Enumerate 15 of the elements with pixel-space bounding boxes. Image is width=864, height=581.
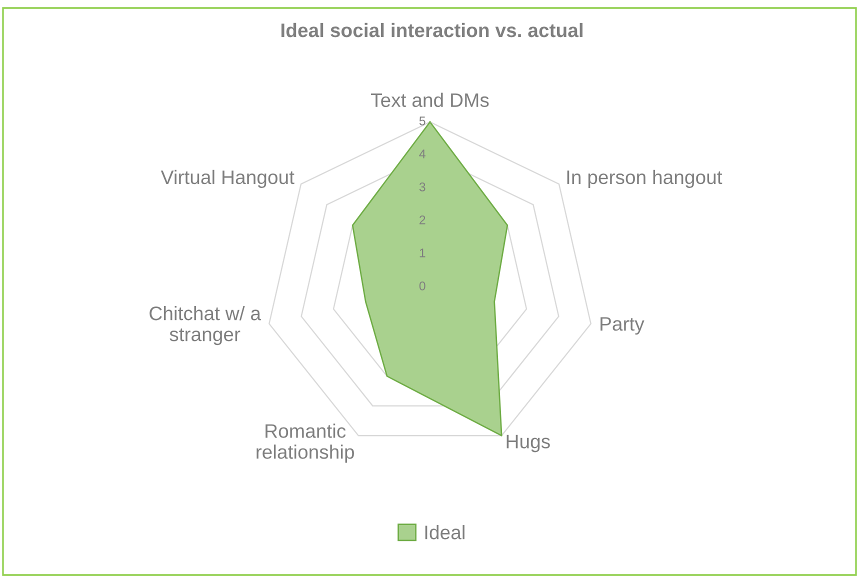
y-tick-label: 4	[419, 150, 426, 158]
spoke-label: In person hangout	[567, 170, 722, 188]
y-tick-label: 3	[419, 182, 426, 192]
y-tick-label: 1	[420, 248, 426, 258]
spoke-label: Chitchat w/ a stranger	[150, 306, 262, 346]
spoke-label: Text and DMs	[371, 92, 489, 108]
y-tick-label: 5	[419, 116, 426, 126]
y-tick-label: 0	[419, 282, 426, 290]
spoke-label: Romantic relationship	[256, 424, 354, 463]
chart-title: Ideal social interaction vs. actual	[281, 22, 582, 38]
spoke-label: Hugs	[506, 434, 550, 452]
spoke-label: Party	[600, 317, 644, 335]
spoke-label: Virtual Hangout	[160, 170, 294, 188]
legend-label: Ideal	[425, 525, 464, 540]
y-tick-label: 2	[420, 216, 426, 224]
